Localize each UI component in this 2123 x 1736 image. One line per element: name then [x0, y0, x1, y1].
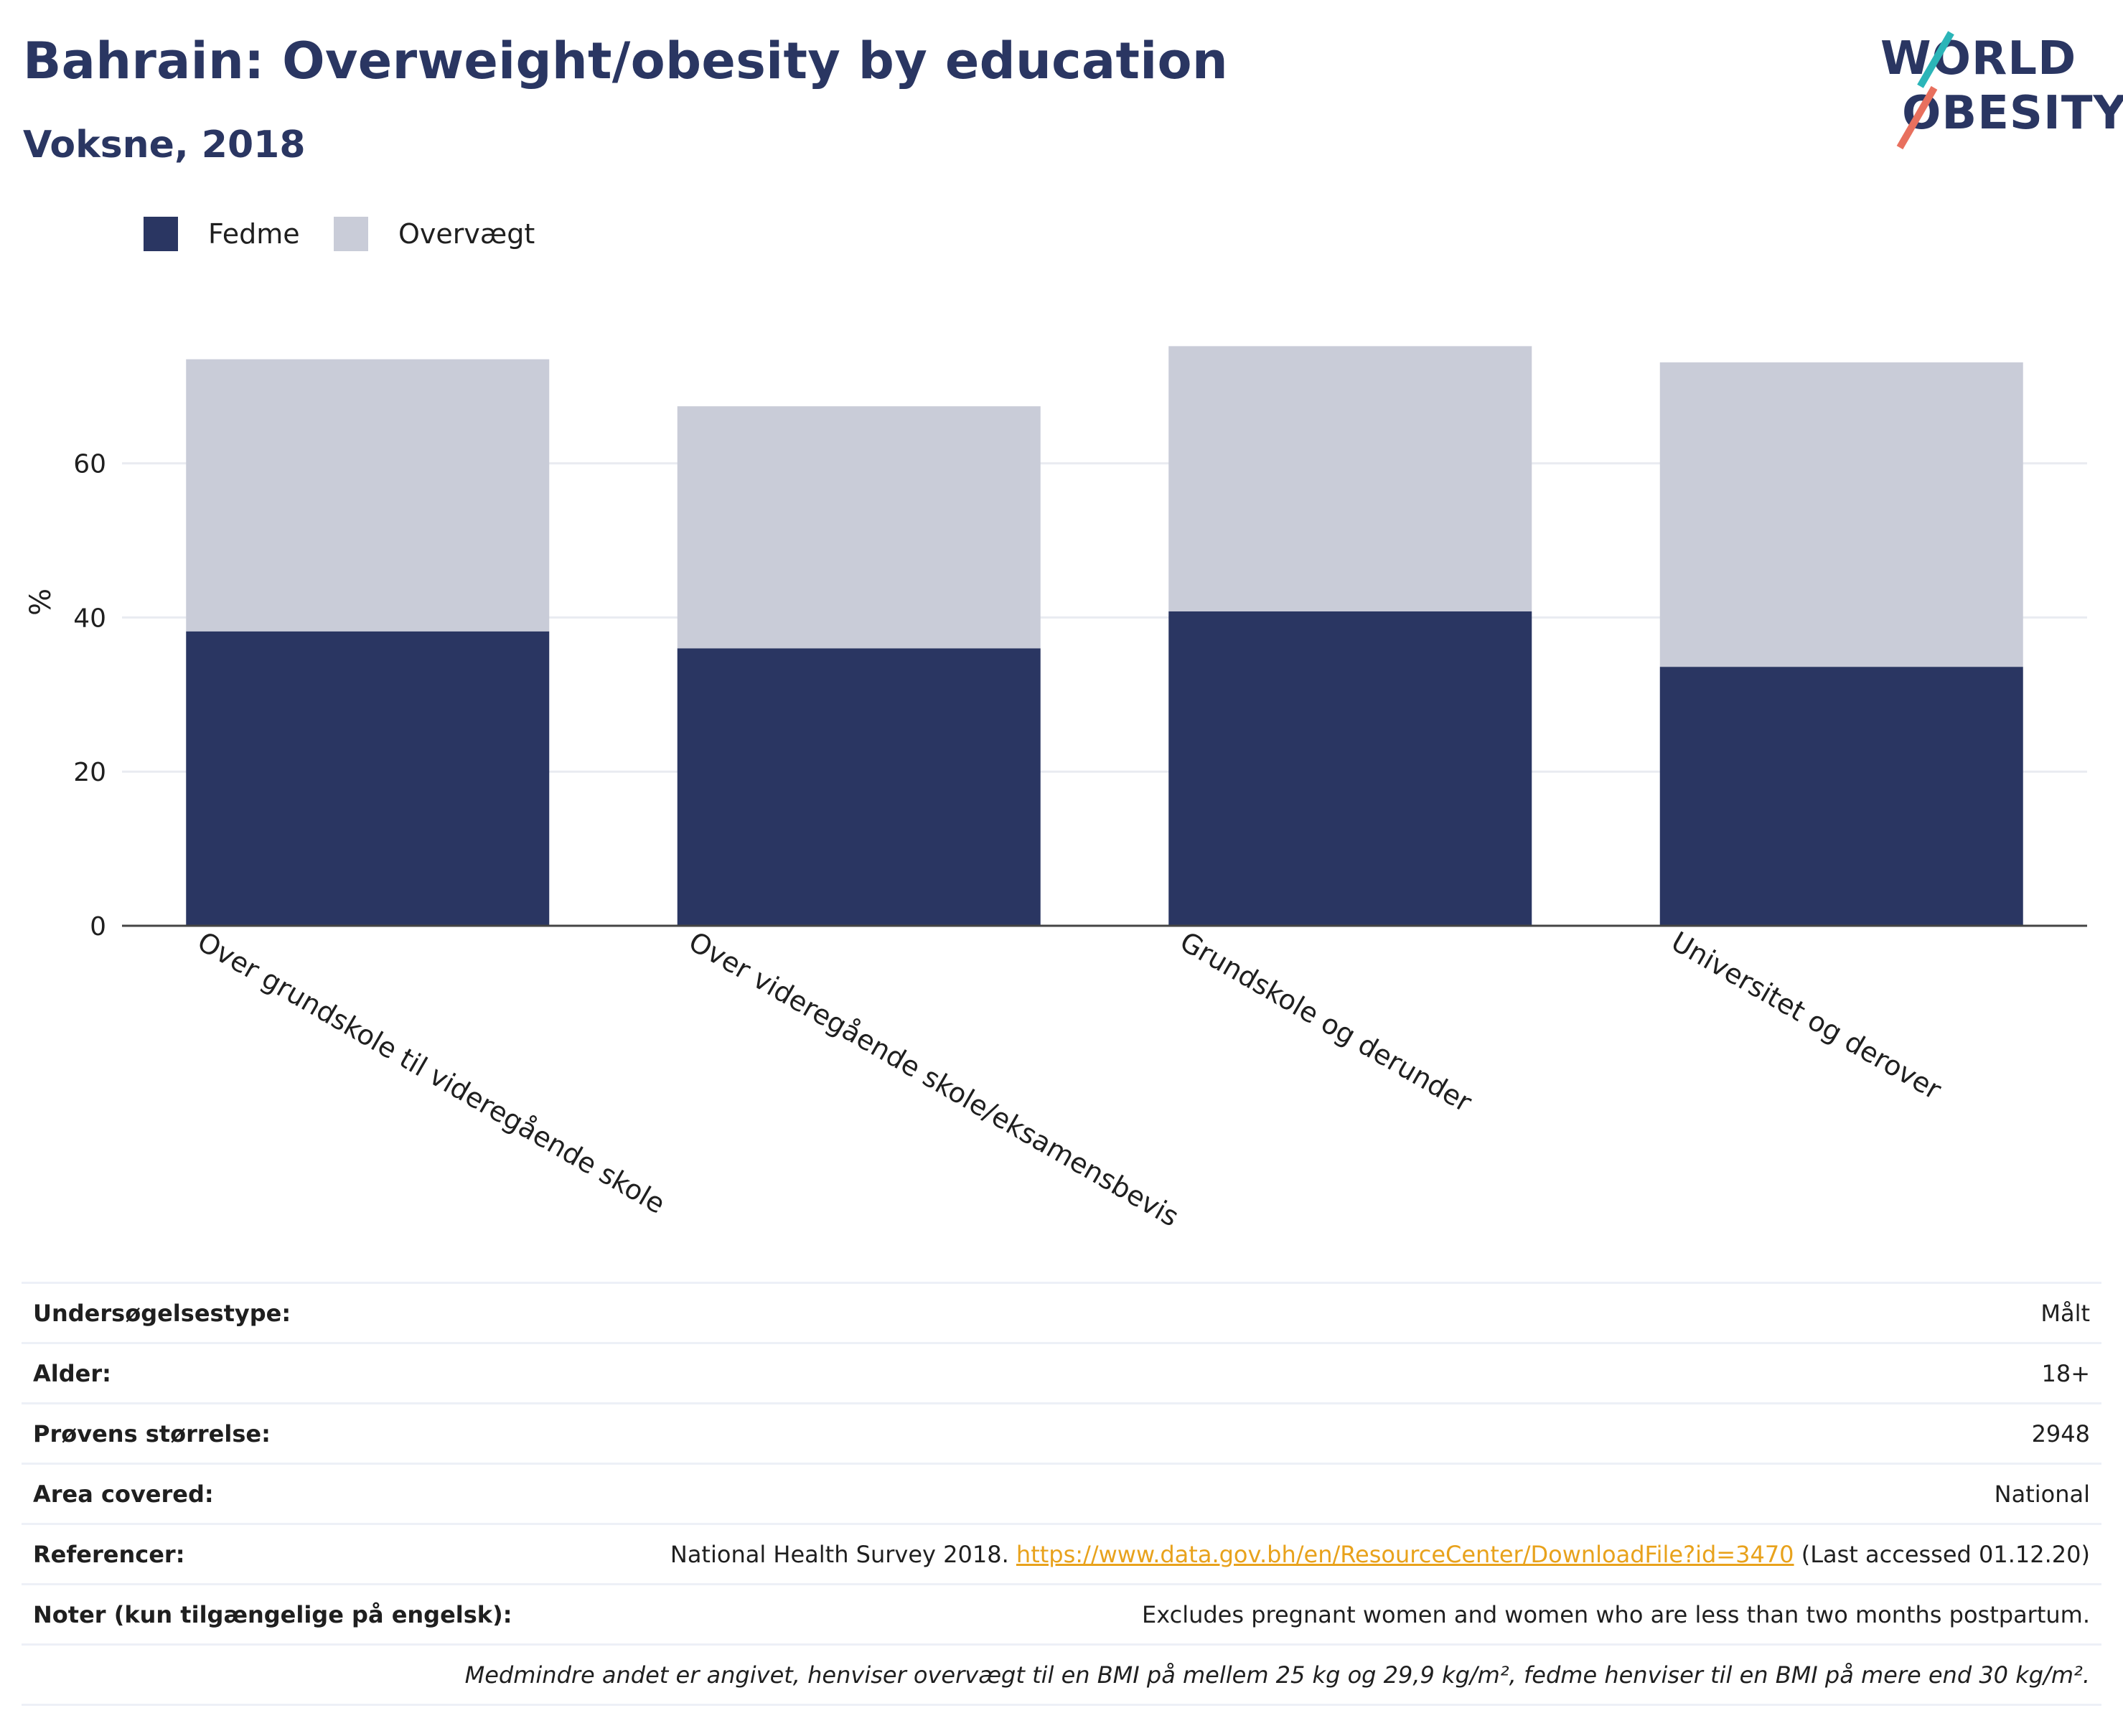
meta-value-notes: Excludes pregnant women and women who ar…: [558, 1583, 2101, 1645]
logo-line-2: OBESITY: [1902, 87, 2123, 140]
chart-title: Bahrain: Overweight/obesity by education: [23, 32, 1229, 90]
y-tick-label: 20: [73, 758, 106, 787]
bar-fedme: [1168, 611, 1532, 926]
references-prefix: National Health Survey 2018.: [670, 1540, 1016, 1568]
logo-line-1: WORLD: [1880, 32, 2077, 85]
legend-label-overvaegt: Overvægt: [398, 218, 535, 250]
chart-subtitle: Voksne, 2018: [23, 123, 306, 166]
bar-fedme: [186, 631, 550, 926]
bmi-footnote: Medmindre andet er angivet, henviser ove…: [22, 1643, 2101, 1706]
legend-label-fedme: Fedme: [208, 218, 300, 250]
meta-key-references: Referencer:: [22, 1523, 559, 1585]
meta-value: National: [558, 1463, 2101, 1524]
world-obesity-logo: WORLD OBESITY: [1873, 22, 2123, 158]
meta-row: Alder: 18+: [22, 1342, 2101, 1404]
y-tick-label: 40: [73, 604, 106, 633]
bar-overvaegt: [677, 406, 1041, 649]
meta-row-references: Referencer: National Health Survey 2018.…: [22, 1523, 2101, 1585]
bar-overvaegt: [1659, 362, 2023, 667]
meta-row: Prøvens størrelse: 2948: [22, 1402, 2101, 1464]
meta-value-references: National Health Survey 2018. https://www…: [558, 1523, 2101, 1585]
x-tick-label: Over videregående skole/eksamensbevis: [683, 926, 1184, 1233]
meta-key: Undersøgelsestype:: [22, 1282, 559, 1343]
meta-value: Målt: [558, 1282, 2101, 1343]
meta-value: 2948: [558, 1402, 2101, 1464]
bar-overvaegt: [186, 359, 550, 632]
meta-key: Prøvens størrelse:: [22, 1402, 559, 1464]
references-link[interactable]: https://www.data.gov.bh/en/ResourceCente…: [1016, 1540, 1794, 1568]
meta-row-footnote: Medmindre andet er angivet, henviser ove…: [22, 1643, 2101, 1706]
legend-swatch-fedme: [144, 217, 178, 251]
x-tick-label: Grundskole og derunder: [1175, 926, 1478, 1119]
y-tick-label: 0: [90, 912, 106, 942]
bar-fedme: [677, 648, 1041, 926]
bar-overvaegt: [1168, 346, 1532, 611]
meta-value: 18+: [558, 1342, 2101, 1404]
meta-key-notes: Noter (kun tilgængelige på engelsk):: [22, 1583, 559, 1645]
references-suffix: (Last accessed 01.12.20): [1794, 1540, 2090, 1568]
bar-chart: 0 20 40 60% Over grundskole til videregående…: [24, 346, 2087, 1233]
bar-fedme: [1659, 667, 2023, 926]
meta-key: Area covered:: [22, 1463, 559, 1524]
meta-row: Undersøgelsestype: Målt: [22, 1282, 2101, 1343]
y-tick-label: 60: [73, 450, 106, 479]
legend-swatch-overvaegt: [334, 217, 368, 251]
meta-row-notes: Noter (kun tilgængelige på engelsk): Exc…: [22, 1583, 2101, 1645]
x-tick-label: Over grundskole til videregående skole: [192, 926, 670, 1220]
y-axis-label: %: [24, 588, 57, 616]
meta-key: Alder:: [22, 1342, 559, 1404]
meta-row: Area covered: National: [22, 1463, 2101, 1524]
x-tick-label: Universitet og derover: [1666, 926, 1946, 1106]
metadata-table: Undersøgelsestype: Målt Alder: 18+ Prøvens s…: [22, 1282, 2101, 1706]
